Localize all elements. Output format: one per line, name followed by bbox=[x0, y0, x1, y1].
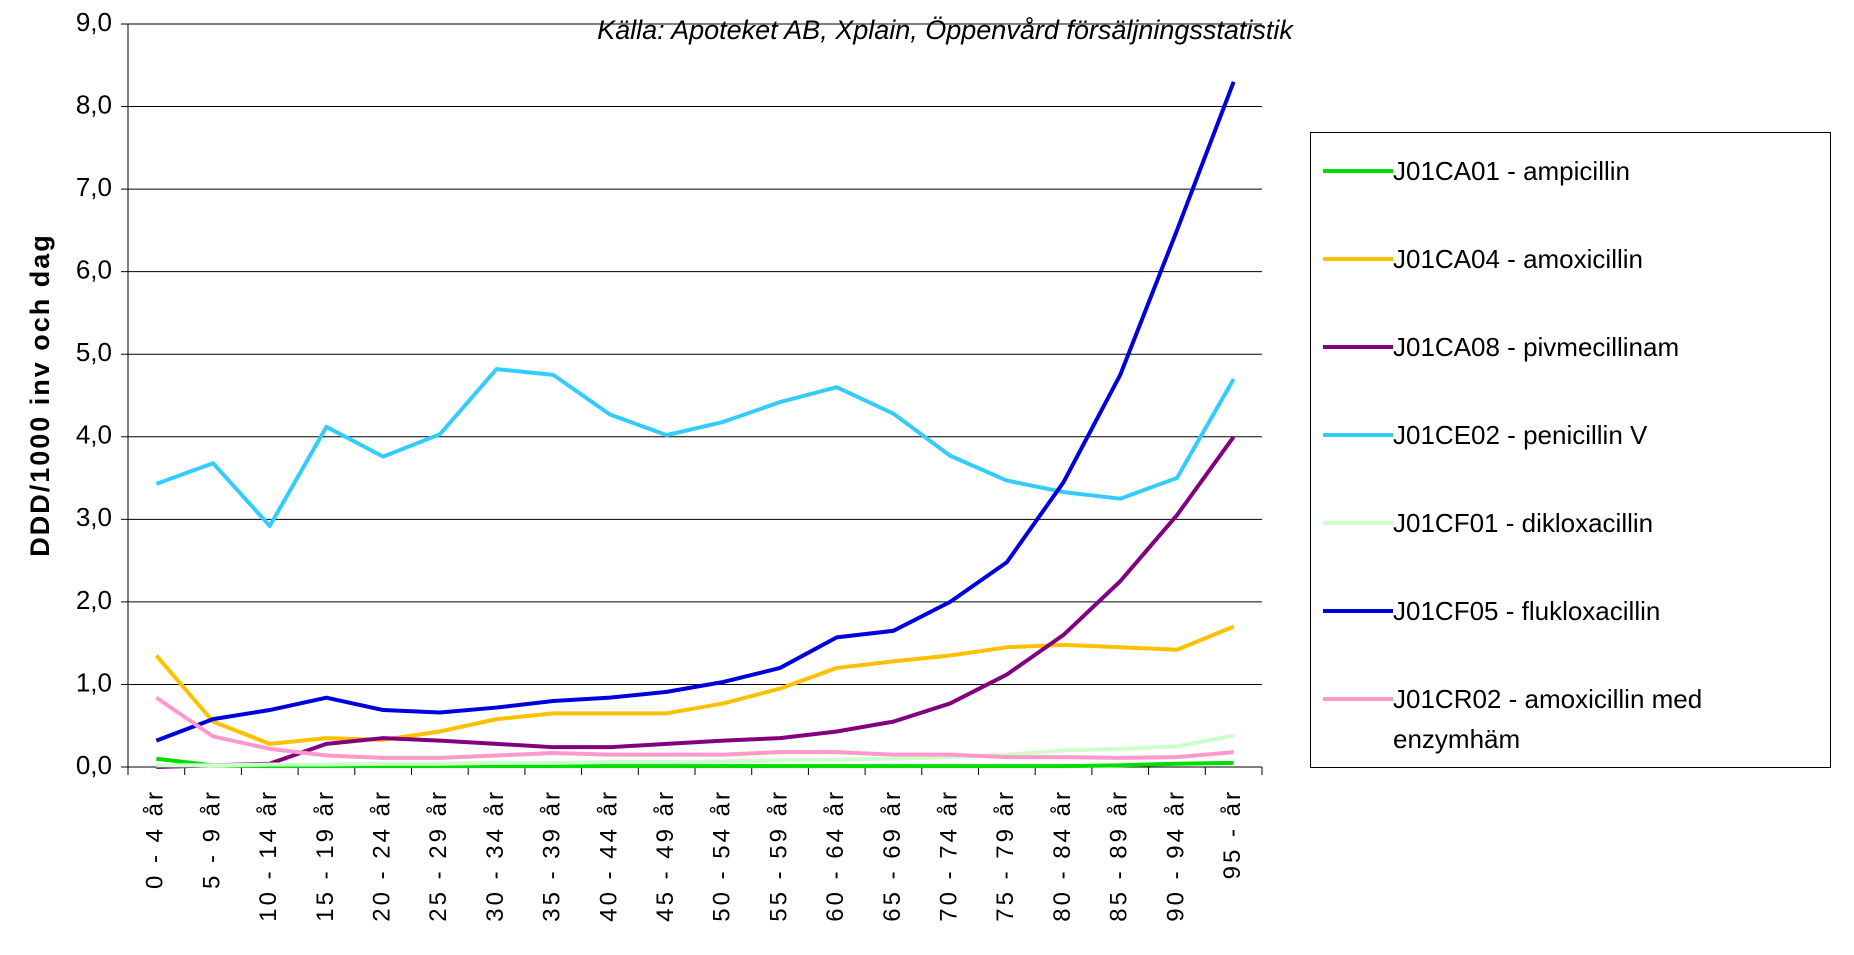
y-tick-label: 1,0 bbox=[76, 667, 112, 697]
x-tick-label: 25 - 29 år bbox=[425, 789, 452, 922]
legend-label: J01CA08 - pivmecillinam bbox=[1393, 332, 1680, 362]
series-line bbox=[156, 733, 1235, 768]
x-tick-label: 10 - 14 år bbox=[255, 789, 282, 922]
series-line bbox=[155, 367, 1236, 528]
x-tick-label: 80 - 84 år bbox=[1049, 789, 1076, 922]
legend-swatch bbox=[1323, 169, 1393, 173]
legend-label: J01CA01 - ampicillin bbox=[1393, 156, 1630, 186]
x-tick-label: 70 - 74 år bbox=[935, 789, 962, 922]
x-tick-label: 65 - 69 år bbox=[879, 789, 906, 922]
x-tick-label: 30 - 34 år bbox=[482, 789, 509, 922]
x-tick-label: 15 - 19 år bbox=[312, 789, 339, 922]
legend-swatch bbox=[1323, 697, 1393, 701]
x-tick-label: 50 - 54 år bbox=[709, 789, 736, 922]
x-tick-label: 55 - 59 år bbox=[765, 789, 792, 922]
y-tick-label: 4,0 bbox=[76, 420, 112, 450]
series-line bbox=[155, 696, 1234, 760]
x-tick-label: 45 - 49 år bbox=[652, 789, 679, 922]
legend-swatch bbox=[1323, 345, 1393, 349]
chart-title: Källa: Apoteket AB, Xplain, Öppenvård fö… bbox=[597, 15, 1294, 45]
legend-entry: J01CA04 - amoxicillin bbox=[1323, 239, 1823, 279]
legend-entry: J01CF01 - dikloxacillin bbox=[1323, 503, 1823, 543]
legend-swatch bbox=[1323, 521, 1393, 525]
x-tick-label: 35 - 39 år bbox=[539, 789, 566, 922]
y-axis-label: DDD/1000 inv och dag bbox=[25, 233, 55, 557]
legend-entry: J01CE02 - penicillin V bbox=[1323, 415, 1823, 455]
x-tick-label: 20 - 24 år bbox=[368, 789, 395, 922]
legend-entry: J01CA01 - ampicillin bbox=[1323, 151, 1823, 191]
legend-label: J01CR02 - amoxicillin med enzymhäm bbox=[1393, 684, 1703, 754]
y-tick-label: 7,0 bbox=[76, 172, 112, 202]
legend: J01CA01 - ampicillin J01CA04 - amoxicilli… bbox=[1310, 132, 1831, 768]
y-tick-label: 9,0 bbox=[76, 7, 112, 37]
series-line bbox=[154, 624, 1235, 746]
x-tick-label: 90 - 94 år bbox=[1162, 789, 1189, 922]
legend-entry: J01CA08 - pivmecillinam bbox=[1323, 327, 1823, 367]
y-tick-label: 5,0 bbox=[76, 337, 112, 367]
x-tick-label: 5 - 9 år bbox=[198, 789, 225, 889]
series-line bbox=[155, 81, 1236, 743]
x-tick-label: 40 - 44 år bbox=[595, 789, 622, 922]
y-tick-label: 3,0 bbox=[76, 502, 112, 532]
series-line bbox=[156, 435, 1236, 769]
legend-swatch bbox=[1323, 433, 1393, 437]
x-tick-label: 95 - år bbox=[1219, 789, 1246, 879]
y-tick-label: 2,0 bbox=[76, 585, 112, 615]
y-tick-label: 0,0 bbox=[76, 750, 112, 780]
legend-swatch bbox=[1323, 609, 1393, 613]
x-tick-label: 0 - 4 år bbox=[142, 789, 169, 889]
legend-swatch bbox=[1323, 257, 1393, 261]
x-tick-label: 85 - 89 år bbox=[1106, 789, 1133, 922]
y-tick-label: 6,0 bbox=[76, 255, 112, 285]
legend-label: J01CE02 - penicillin V bbox=[1393, 420, 1648, 450]
y-tick-label: 8,0 bbox=[76, 89, 112, 119]
legend-label: J01CA04 - amoxicillin bbox=[1393, 244, 1643, 274]
legend-entry: J01CF05 - flukloxacillin bbox=[1323, 591, 1823, 631]
legend-label: J01CF01 - dikloxacillin bbox=[1393, 508, 1654, 538]
x-tick-label: 60 - 64 år bbox=[822, 789, 849, 922]
legend-entry: J01CR02 - amoxicillin med enzymhäm bbox=[1323, 679, 1823, 759]
x-tick-label: 75 - 79 år bbox=[992, 789, 1019, 922]
legend-label: J01CF05 - flukloxacillin bbox=[1393, 596, 1661, 626]
